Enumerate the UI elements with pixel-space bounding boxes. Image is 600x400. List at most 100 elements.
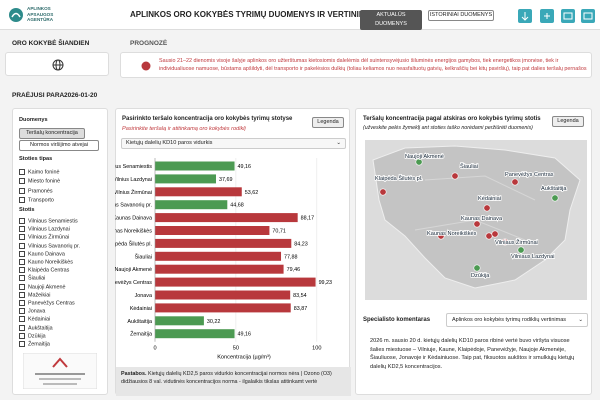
bar [155,290,291,300]
x-tick-label: 50 [233,346,239,352]
legend-button[interactable]: Legenda [312,117,344,128]
comment-text: 2026 m. sausio 20 d. kietųjų dalelių KD1… [370,338,575,370]
chart-subtitle: Pasirinkite teršalą ir atitinkamą oro ko… [122,126,246,132]
station-dot[interactable] [483,204,491,212]
checkbox[interactable] [19,324,25,331]
checkbox-row[interactable]: Kėdainiai [19,316,50,323]
checkbox[interactable] [19,267,25,274]
x-axis-title: Koncentracija (µg/m³) [217,355,271,361]
checkbox-row[interactable]: Pramonės [19,187,53,194]
station-label: Kėdainiai [478,196,501,202]
nav-button[interactable]: ISTORINIAI DUOMENYS [428,10,494,21]
station-dot[interactable] [517,246,525,254]
checkbox-row[interactable]: Vilniaus Žirmūnai [19,234,69,241]
station-label: Kaunas Dainava [461,216,503,222]
checkbox-row[interactable]: Naujoji Akmenė [19,283,65,290]
checkbox-label: Kauno Dainava [28,251,65,258]
checkbox-row[interactable]: Dzūkija [19,332,46,339]
station-dot[interactable] [379,188,387,196]
y-tick-label: Aukštaitija [127,319,152,325]
value-label: 70,71 [272,229,286,235]
icon-button[interactable] [581,9,595,23]
station-dot[interactable] [511,178,519,186]
checkbox-row[interactable]: Mažeikiai [19,291,51,299]
station-label: Panevėžys Centras [505,172,554,178]
station-dot[interactable] [415,158,423,166]
sidebar-heading: Stoties tipas [19,156,53,162]
checkbox[interactable] [19,291,25,298]
checkbox-row[interactable]: Žemaitija [19,341,50,347]
checkbox[interactable] [19,242,25,249]
checkbox-label: Transporto [28,197,54,204]
org-line: APSAUGOS [27,11,54,17]
checkbox[interactable] [19,341,25,347]
checkbox-row[interactable]: Kauno Noreikiškės [19,259,73,265]
value-label: 49,16 [238,164,252,170]
checkbox-row[interactable]: Aukštaitija [19,324,53,332]
checkbox[interactable] [19,316,25,323]
checkbox[interactable] [19,187,25,194]
y-tick-label: Klaipėda Šilutės pl. [115,240,152,247]
station-dot[interactable] [551,194,559,202]
station-dot[interactable] [501,238,509,246]
checkbox-row[interactable]: Jonava [19,308,45,315]
checkbox-row[interactable]: Kauno Dainava [19,250,65,258]
nav-button[interactable]: AKTUALŪS DUOMENYS [360,10,422,30]
legend-button[interactable]: Legenda [552,116,584,127]
checkbox-label: Aukštaitija [28,325,53,332]
select-arrow: ⌄ [336,140,341,146]
checkbox-row[interactable]: Vilniaus Lazdynai [19,226,70,233]
today-box [5,52,109,76]
bar [155,213,298,223]
section-label: PROGNOZĖ [130,40,168,47]
checkbox[interactable] [19,250,25,257]
station-dot[interactable] [437,232,445,240]
value-label: 30,22 [207,319,221,325]
checkbox[interactable] [19,178,25,185]
checkbox-row[interactable]: Kaimo foninė [19,169,59,175]
checkbox-row[interactable]: Šiauliai [19,275,45,282]
y-tick-label: Vilnius Žirmūnai [115,188,152,196]
data-button[interactable]: Normos viršijimo atvejai [19,140,99,151]
checkbox[interactable] [19,259,25,265]
value-label: 84,23 [294,241,308,247]
y-tick-label: Vilnius Senamiestis [115,164,152,170]
checkbox[interactable] [19,218,25,224]
station-dot[interactable] [473,264,481,272]
forecast-box: Sausio 21–22 dienomis visoje šalyje apli… [120,52,592,78]
note-text: Kietųjų dalelių KD2,5 paros vidurkio kon… [121,371,332,385]
station-dot [491,230,499,238]
select-arrow: ⌄ [578,317,583,323]
checkbox-label: Mažeikiai [28,292,51,299]
comment-select[interactable]: Aplinkos oro kokybės tyrimų rodiklių ver… [446,313,588,327]
checkbox-row[interactable]: Vilniaus Senamiestis [19,218,78,224]
station-dot[interactable] [451,172,459,180]
bar [155,303,291,313]
checkbox[interactable] [19,196,25,203]
checkbox[interactable] [19,332,25,339]
data-button[interactable]: Teršalų koncentracija [19,128,85,139]
select-value: Aplinkos oro kokybės tyrimų rodiklių ver… [452,317,567,323]
checkbox-label: Kauno Noreikiškės [28,259,73,266]
checkbox[interactable] [19,308,25,315]
station-label: Aukštaitija [541,186,567,192]
checkbox[interactable] [19,234,25,241]
checkbox[interactable] [19,275,25,282]
station-dot[interactable] [473,220,481,228]
org-line: APLINKOS [27,6,51,11]
checkbox-row[interactable]: Vilniaus Savanorių pr. [19,242,80,249]
checkbox[interactable] [19,300,25,306]
checkbox[interactable] [19,169,25,175]
org-line: AGENTŪRA [27,17,54,23]
checkbox[interactable] [19,283,25,290]
icon-button[interactable] [561,9,575,23]
checkbox-row[interactable]: Transporto [19,196,54,204]
checkbox[interactable] [19,226,25,233]
station-label: Naujoji Akmenė [405,154,444,160]
checkbox-row[interactable]: Klaipėda Centras [19,267,69,274]
checkbox-row[interactable]: Miesto foninė [19,178,60,185]
pollutant-select[interactable]: Kietųjų dalelių KD10 paros vidurkis ⌄ [121,138,346,149]
checkbox-row[interactable]: Panevėžys Centras [19,300,75,306]
checkbox-label: Vilniaus Senamiestis [28,218,78,225]
bar [155,277,316,287]
